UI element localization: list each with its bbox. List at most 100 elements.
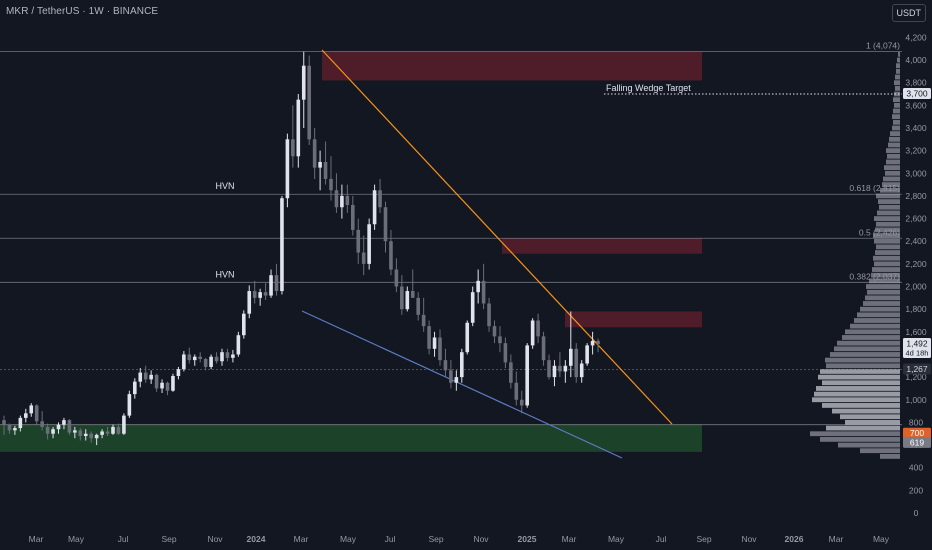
- candle-body[interactable]: [24, 413, 28, 418]
- candle-body[interactable]: [563, 365, 568, 372]
- candle-body[interactable]: [225, 352, 230, 358]
- currency-button[interactable]: USDT: [891, 4, 926, 22]
- candle-body[interactable]: [214, 356, 219, 362]
- candle-body[interactable]: [465, 322, 470, 353]
- candle-body[interactable]: [7, 424, 12, 431]
- candle-body[interactable]: [89, 433, 93, 439]
- candle-body[interactable]: [138, 372, 143, 382]
- candle-body[interactable]: [45, 426, 50, 434]
- candle-body[interactable]: [552, 365, 557, 378]
- candle-body[interactable]: [525, 345, 529, 406]
- candle-body[interactable]: [182, 354, 186, 370]
- candle-body[interactable]: [334, 190, 339, 208]
- candle-body[interactable]: [558, 365, 562, 372]
- candle-body[interactable]: [242, 313, 246, 336]
- candle-body[interactable]: [127, 394, 132, 416]
- resistance-zone-0[interactable]: [322, 51, 702, 81]
- resistance-zone-1[interactable]: [502, 238, 702, 254]
- candle-body[interactable]: [2, 420, 6, 425]
- candle-body[interactable]: [519, 399, 524, 406]
- candle-body[interactable]: [143, 372, 148, 380]
- candle-body[interactable]: [274, 275, 279, 292]
- candle-body[interactable]: [67, 420, 72, 433]
- candle-body[interactable]: [149, 374, 153, 380]
- candle-body[interactable]: [503, 343, 508, 363]
- candle-body[interactable]: [291, 139, 295, 157]
- candle-body[interactable]: [258, 292, 262, 298]
- candle-body[interactable]: [356, 229, 361, 253]
- candle-body[interactable]: [34, 405, 39, 422]
- candle-body[interactable]: [94, 434, 99, 439]
- candle-body[interactable]: [51, 429, 55, 434]
- candle-body[interactable]: [13, 428, 17, 431]
- candle-body[interactable]: [541, 336, 546, 361]
- candle-body[interactable]: [280, 198, 284, 292]
- candle-body[interactable]: [263, 292, 268, 296]
- candle-body[interactable]: [449, 370, 453, 383]
- candle-body[interactable]: [405, 291, 410, 310]
- resistance-zone-2[interactable]: [565, 311, 702, 328]
- candle-body[interactable]: [133, 381, 137, 395]
- candle-body[interactable]: [438, 337, 442, 361]
- candle-body[interactable]: [18, 417, 23, 429]
- candle-body[interactable]: [236, 335, 241, 355]
- candle-body[interactable]: [432, 337, 437, 349]
- candle-body[interactable]: [367, 224, 371, 264]
- price-marker[interactable]: [903, 436, 931, 448]
- candle-body[interactable]: [590, 340, 595, 346]
- candle-body[interactable]: [509, 362, 513, 383]
- candle-body[interactable]: [209, 356, 213, 367]
- candle-body[interactable]: [470, 292, 475, 323]
- candle-body[interactable]: [416, 297, 420, 315]
- candle-body[interactable]: [585, 345, 589, 364]
- price-marker[interactable]: [903, 88, 931, 100]
- candle-body[interactable]: [296, 99, 301, 157]
- candle-body[interactable]: [476, 280, 480, 293]
- candle-body[interactable]: [340, 195, 344, 208]
- candle-body[interactable]: [105, 431, 110, 434]
- candle-body[interactable]: [351, 204, 355, 230]
- candle-body[interactable]: [530, 320, 535, 346]
- candle-body[interactable]: [498, 336, 502, 344]
- candle-body[interactable]: [460, 352, 464, 378]
- candle-body[interactable]: [574, 348, 579, 378]
- candle-body[interactable]: [547, 360, 551, 378]
- candle-body[interactable]: [487, 303, 491, 327]
- candle-body[interactable]: [492, 326, 497, 337]
- candle-body[interactable]: [285, 139, 290, 199]
- upper-wedge-trendline[interactable]: [321, 49, 673, 425]
- candle-body[interactable]: [372, 190, 377, 225]
- candle-body[interactable]: [116, 426, 121, 434]
- candle-body[interactable]: [389, 241, 393, 270]
- candle-body[interactable]: [312, 139, 317, 168]
- candle-body[interactable]: [40, 421, 44, 427]
- candle-body[interactable]: [318, 161, 322, 168]
- candle-body[interactable]: [176, 369, 181, 376]
- candle-body[interactable]: [361, 252, 366, 264]
- candle-body[interactable]: [427, 326, 431, 349]
- candle-body[interactable]: [323, 161, 328, 179]
- candle-body[interactable]: [171, 375, 175, 391]
- candle-body[interactable]: [165, 382, 170, 391]
- x-axis[interactable]: Mar May Jul Sep Nov 2024 Mar May Jul Sep Nov 2025 Ma…: [29, 534, 890, 544]
- candle-body[interactable]: [160, 382, 164, 389]
- candle-body[interactable]: [421, 314, 426, 327]
- candle-body[interactable]: [83, 433, 88, 436]
- candle-body[interactable]: [579, 363, 584, 378]
- candle-body[interactable]: [231, 354, 235, 358]
- candle-body[interactable]: [345, 195, 350, 205]
- candle-body[interactable]: [56, 424, 61, 430]
- candle-body[interactable]: [596, 340, 600, 345]
- support-zone-3[interactable]: [0, 424, 702, 452]
- candle-body[interactable]: [111, 426, 115, 434]
- candle-body[interactable]: [481, 280, 486, 304]
- candle-body[interactable]: [78, 430, 83, 436]
- candle-body[interactable]: [62, 420, 66, 425]
- candle-body[interactable]: [187, 354, 192, 361]
- candle-body[interactable]: [269, 275, 273, 296]
- candle-body[interactable]: [454, 377, 459, 383]
- candle-body[interactable]: [378, 190, 382, 208]
- candle-body[interactable]: [198, 356, 202, 359]
- candle-body[interactable]: [400, 286, 404, 310]
